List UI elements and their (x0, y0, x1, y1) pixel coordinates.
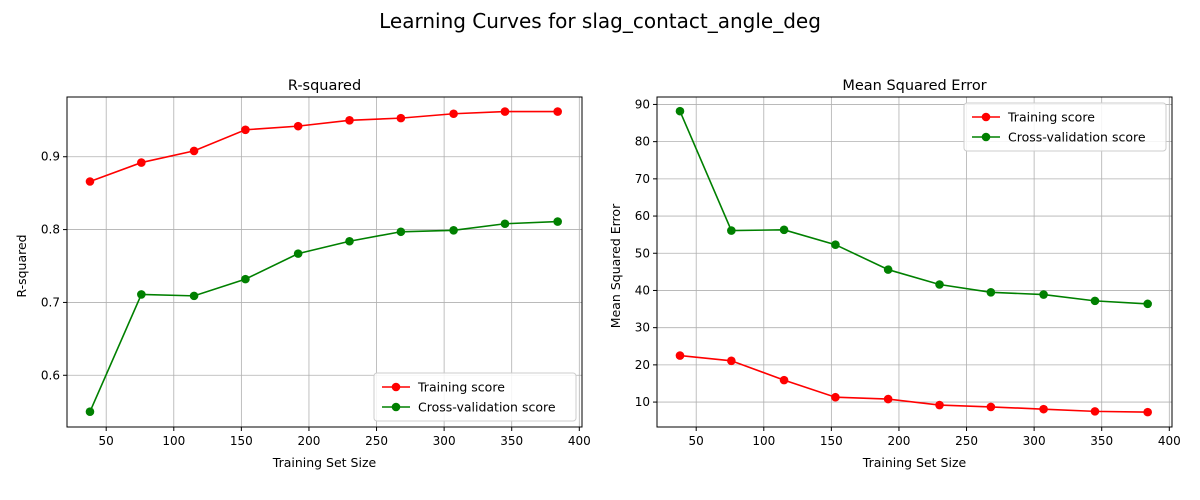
r-squared-data-point (189, 146, 199, 156)
mse-series-line-cross-validation (679, 110, 1148, 305)
r-squared-data-point (553, 107, 562, 116)
mse-data-point (1039, 404, 1048, 414)
mse-data-point (883, 394, 893, 404)
r-squared-data-point (241, 125, 250, 135)
mse-y-tick-label: 40 (635, 283, 650, 297)
r-squared-y-axis-label: R-squared (14, 234, 29, 297)
mse-data-point (1143, 299, 1152, 309)
mse-legend-label: Training score (1007, 110, 1095, 125)
mse-series-line-training (679, 354, 1148, 413)
mse-data-point (1090, 407, 1100, 416)
mse-data-point (779, 375, 789, 385)
mse-data-point (727, 356, 736, 366)
mse-data-point (727, 226, 736, 235)
r-squared-x-tick-label: 300 (433, 434, 456, 448)
mse-chart: Mean Squared Error Training Set Size Mea… (608, 78, 1181, 470)
figure-title: Learning Curves for slag_contact_angle_d… (379, 9, 821, 33)
r-squared-data-point (345, 116, 354, 125)
r-squared-legend-label: Training score (417, 380, 505, 395)
r-squared-data-point (500, 219, 510, 229)
mse-y-axis-label: Mean Squared Error (608, 203, 623, 328)
r-squared-series-line-training (89, 110, 558, 183)
r-squared-legend: Training score Cross-validation score (373, 372, 577, 422)
mse-y-tick-label: 50 (635, 246, 650, 260)
mse-data-point (831, 240, 840, 250)
mse-data-point (883, 265, 893, 274)
r-squared-data-point (396, 113, 406, 123)
mse-plot-frame (656, 96, 1173, 428)
mse-x-tick-label: 50 (689, 434, 704, 448)
r-squared-x-axis-label: Training Set Size (272, 455, 377, 470)
mse-x-tick-label: 350 (1090, 434, 1113, 448)
r-squared-x-tick-label: 100 (162, 434, 185, 448)
mse-y-tick-label: 20 (635, 358, 650, 372)
r-squared-data-point (345, 236, 354, 246)
r-squared-data-point (85, 177, 95, 186)
mse-y-tick-label: 70 (635, 172, 650, 186)
mse-data-point (1090, 296, 1100, 306)
mse-x-tick-label: 400 (1158, 434, 1181, 448)
mse-data-point (935, 280, 944, 289)
mse-data-point (675, 351, 685, 360)
mse-data-point (986, 402, 996, 412)
mse-x-axis-label: Training Set Size (862, 455, 967, 470)
r-squared-data-point (396, 227, 406, 237)
mse-x-tick-label: 250 (955, 434, 978, 448)
mse-x-tick-label: 200 (888, 434, 911, 448)
r-squared-series-line-cross-validation (89, 220, 558, 413)
r-squared-data-point (293, 121, 303, 131)
r-squared-plot-frame (66, 96, 583, 428)
mse-legend: Training score Cross-validation score (963, 102, 1167, 152)
mse-data-point (1143, 407, 1152, 417)
mse-x-tick-label: 100 (752, 434, 775, 448)
r-squared-chart: R-squared Training Set Size R-squared 50… (14, 78, 591, 470)
mse-data-point (935, 400, 944, 410)
r-squared-data-point (137, 158, 146, 167)
r-squared-x-tick-label: 400 (568, 434, 591, 448)
mse-y-tick-label: 60 (635, 209, 650, 223)
mse-y-tick-label: 10 (635, 395, 650, 409)
r-squared-data-point (449, 109, 458, 119)
r-squared-legend-box (373, 372, 577, 422)
mse-legend-marker (981, 132, 991, 142)
r-squared-x-tick-label: 250 (365, 434, 388, 448)
mse-chart-title: Mean Squared Error (842, 78, 986, 94)
r-squared-data-point (241, 274, 250, 284)
mse-y-tick-label: 90 (635, 97, 650, 111)
mse-y-tick-label: 80 (635, 135, 650, 149)
r-squared-data-point (137, 290, 146, 299)
r-squared-y-tick-label: 0.8 (41, 223, 60, 237)
mse-data-point (1039, 290, 1048, 299)
mse-data-point (675, 106, 685, 116)
r-squared-data-point (189, 291, 199, 301)
r-squared-data-point (293, 249, 303, 258)
mse-legend-label: Cross-validation score (1008, 130, 1146, 145)
r-squared-data-point (85, 407, 95, 417)
r-squared-data-point (449, 226, 458, 235)
r-squared-data-point (553, 217, 562, 226)
mse-data-point (831, 392, 840, 402)
mse-data-point (986, 288, 996, 297)
mse-x-tick-label: 150 (820, 434, 843, 448)
r-squared-x-tick-label: 200 (298, 434, 321, 448)
r-squared-legend-label: Cross-validation score (418, 400, 556, 415)
mse-x-tick-label: 300 (1023, 434, 1046, 448)
r-squared-chart-title: R-squared (288, 78, 361, 94)
mse-y-tick-label: 30 (635, 321, 650, 335)
r-squared-y-tick-label: 0.9 (41, 150, 60, 164)
r-squared-x-tick-label: 150 (230, 434, 253, 448)
mse-data-point (779, 225, 789, 235)
mse-legend-marker (981, 112, 991, 122)
r-squared-legend-marker (391, 382, 401, 392)
r-squared-data-point (500, 107, 510, 116)
r-squared-x-tick-label: 350 (500, 434, 523, 448)
r-squared-x-tick-label: 50 (99, 434, 114, 448)
r-squared-y-tick-label: 0.6 (41, 368, 60, 382)
mse-legend-box (963, 102, 1167, 152)
r-squared-y-tick-label: 0.7 (41, 295, 60, 309)
r-squared-legend-marker (391, 402, 401, 412)
